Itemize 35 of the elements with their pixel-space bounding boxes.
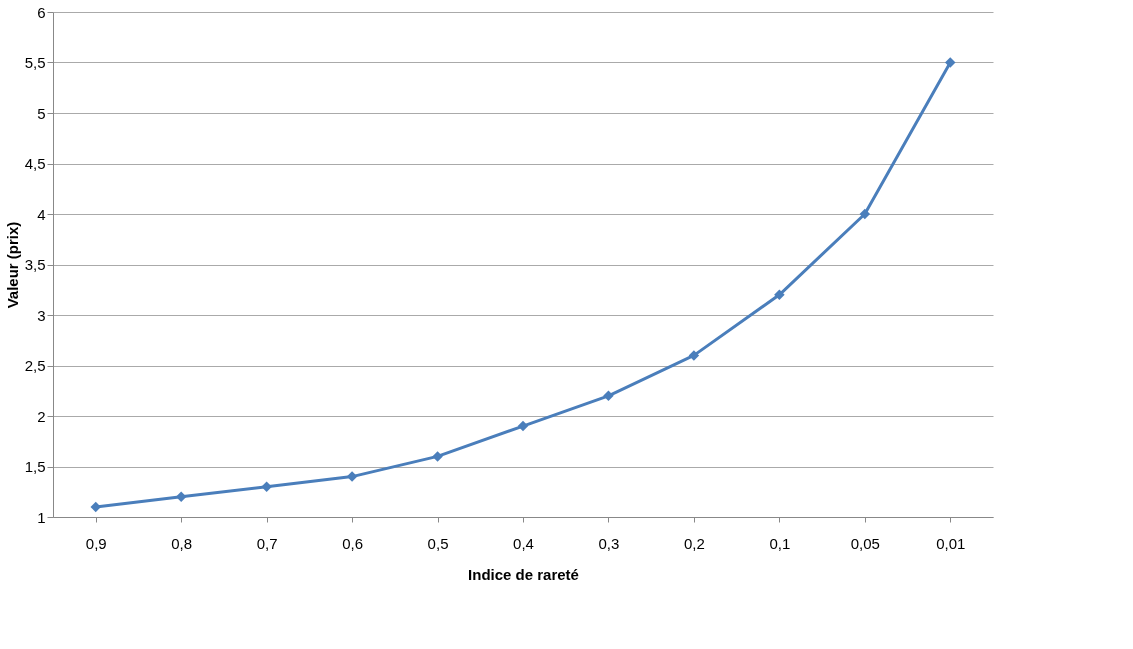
y-axis-title: Valeur (prix) (3, 221, 21, 309)
point (603, 390, 614, 402)
y-tick-label: 3 (37, 306, 46, 324)
point (517, 420, 529, 432)
point (945, 57, 956, 68)
x-axis-title: Indice de rareté (468, 565, 579, 583)
point (90, 501, 101, 513)
x-tick-label: 0,4 (513, 534, 534, 552)
point (175, 491, 187, 503)
x-tick-label: 0,3 (598, 534, 620, 552)
x-tick-label: 0,7 (256, 534, 278, 552)
y-tick-label: 1,5 (24, 458, 46, 475)
y-tick-label: 6 (37, 3, 46, 21)
point (859, 208, 871, 220)
x-tick-label: 0,8 (171, 534, 193, 552)
y-tick-label: 2 (37, 407, 46, 425)
x-tick-label: 0,1 (769, 534, 791, 552)
y-tick-label: 5,5 (24, 54, 46, 71)
y-tick-label: 4 (37, 205, 46, 223)
x-tick-label: 0,2 (683, 534, 705, 552)
point (346, 471, 358, 482)
x-tick-label: 0,5 (427, 534, 449, 552)
point (432, 451, 443, 462)
x-tick-label: 0,05 (850, 534, 880, 552)
x-tick-label: 0,6 (342, 534, 364, 552)
y-tick-label: 5 (37, 104, 46, 122)
point (774, 289, 785, 301)
point (688, 350, 700, 361)
point (261, 481, 272, 492)
x-tick-label: 0,9 (85, 534, 107, 552)
y-tick-label: 2,5 (24, 357, 46, 374)
y-tick-label: 4,5 (24, 155, 46, 172)
y-tick-label: 3,5 (24, 256, 46, 273)
x-tick-label: 0,01 (936, 534, 966, 552)
y-tick-label: 1 (37, 508, 46, 526)
